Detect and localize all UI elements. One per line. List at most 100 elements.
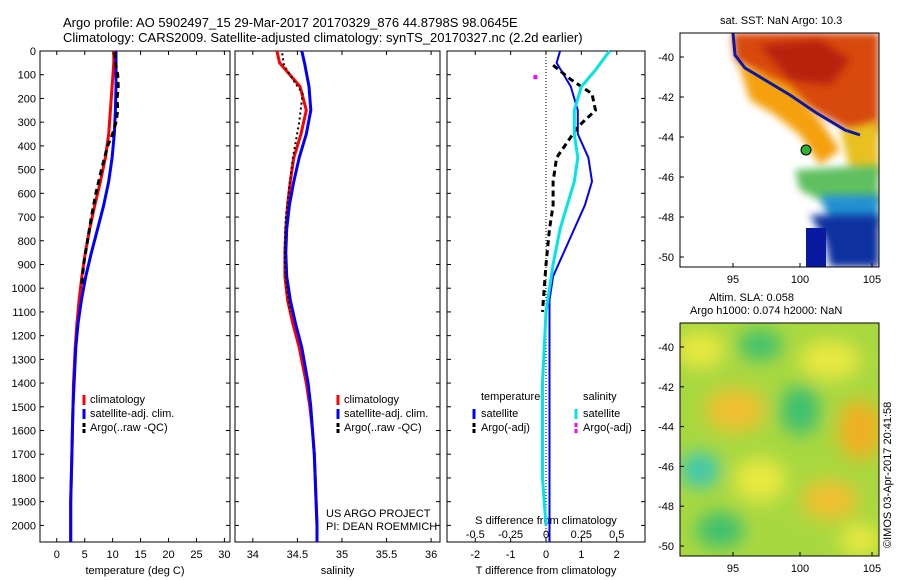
- lon-tick-label: 105: [863, 563, 881, 575]
- sst-panel-title: sat. SST: NaN Argo: 10.3: [720, 15, 842, 27]
- sla-map: [680, 323, 879, 556]
- lon-tick-label: 100: [791, 274, 809, 286]
- x-tick-label: 2: [614, 549, 620, 561]
- x-tick-label: 5: [82, 549, 88, 561]
- y-tick-label: 1400: [12, 378, 36, 390]
- lon-tick-label: 95: [727, 563, 739, 575]
- series-line: [541, 50, 611, 526]
- lat-tick-label: -44: [658, 132, 674, 144]
- lon-tick-label: 100: [791, 563, 809, 575]
- lat-tick-label: -48: [658, 501, 674, 513]
- x-tick-label: 20: [162, 549, 174, 561]
- y-tick-label: 200: [18, 93, 36, 105]
- x-tick-label: 0: [54, 549, 60, 561]
- lat-tick-label: -50: [658, 541, 674, 553]
- x-tick-label: 15: [134, 549, 146, 561]
- imos-credit: ©IMOS 03-Apr-2017 20:41:58: [882, 402, 894, 548]
- figure-title-line1: Argo profile: AO 5902497_15 29-Mar-2017 …: [63, 15, 518, 30]
- x-tick-label: 35: [336, 549, 348, 561]
- y-tick-label: 1700: [12, 449, 36, 461]
- y-tick-label: 1000: [12, 283, 36, 295]
- x-top-tick-label: -0.5: [466, 529, 485, 541]
- y-tick-label: 1200: [12, 331, 36, 343]
- x-tick-label: 34: [247, 549, 259, 561]
- x-tick-label: -2: [470, 549, 480, 561]
- x-tick-label: 1: [578, 549, 584, 561]
- y-tick-label: 900: [18, 259, 36, 271]
- y-tick-label: 1600: [12, 426, 36, 438]
- x-top-tick-label: 0: [543, 529, 549, 541]
- series-line: [79, 52, 120, 289]
- lat-tick-label: -50: [658, 252, 674, 264]
- lat-tick-label: -40: [658, 342, 674, 354]
- x-tick-label: 25: [190, 549, 202, 561]
- plot-frame: [234, 50, 441, 543]
- lat-tick-label: -48: [658, 212, 674, 224]
- y-tick-label: 800: [18, 236, 36, 248]
- x-tick-label: 30: [218, 549, 230, 561]
- x-top-tick-label: 0.25: [571, 529, 592, 541]
- x-tick-label: 10: [107, 549, 119, 561]
- legend-entry: Argo(-adj): [481, 422, 530, 434]
- lat-tick-label: -46: [658, 172, 674, 184]
- figure-title-line2: Climatology: CARS2009. Satellite-adjuste…: [63, 30, 583, 45]
- x-axis-label: T difference from climatology: [476, 565, 617, 577]
- lat-tick-label: -40: [658, 52, 674, 64]
- x-top-tick-label: 0.5: [609, 529, 624, 541]
- y-tick-label: 2000: [12, 520, 36, 532]
- project-note-line2: PI: DEAN ROEMMICH: [326, 521, 437, 533]
- y-tick-label: 1900: [12, 497, 36, 509]
- x-axis-label: temperature (deg C): [85, 565, 184, 577]
- x-tick-label: 36: [425, 549, 437, 561]
- y-tick-label: 1500: [12, 402, 36, 414]
- lat-tick-label: -46: [658, 461, 674, 473]
- y-tick-label: 0: [30, 46, 36, 58]
- lat-tick-label: -42: [658, 382, 674, 394]
- legend-entry: climatology: [344, 394, 400, 406]
- plot-frame: [39, 50, 231, 543]
- legend-entry: Argo(..raw -QC): [344, 422, 422, 434]
- lat-tick-label: -44: [658, 422, 674, 434]
- x-tick-label: 34.5: [287, 549, 308, 561]
- sst-map: [680, 33, 879, 267]
- y-tick-label: 700: [18, 212, 36, 224]
- legend-entry: climatology: [90, 394, 146, 406]
- y-tick-label: 300: [18, 117, 36, 129]
- x-axis-label: salinity: [321, 565, 355, 577]
- legend-entry: satellite: [481, 408, 518, 420]
- sst-map-frame: [679, 32, 880, 268]
- legend-entry: satellite-adj. clim.: [90, 408, 174, 420]
- x-tick-label: 35.5: [376, 549, 397, 561]
- sla-map-frame: [679, 322, 880, 557]
- sla-panel-title-line1: Altim. SLA: 0.058: [709, 292, 794, 304]
- legend-entry: satellite: [583, 408, 620, 420]
- x-tick-label: 0: [543, 549, 549, 561]
- y-tick-label: 1300: [12, 354, 36, 366]
- lon-tick-label: 95: [727, 274, 739, 286]
- project-note-line1: US ARGO PROJECT: [326, 508, 431, 520]
- series-line: [284, 50, 319, 542]
- legend-entry: satellite-adj. clim.: [344, 408, 428, 420]
- series-point: [533, 75, 538, 80]
- y-tick-label: 100: [18, 70, 36, 82]
- profile-panel-1: 0100200300400500600700800900100011001200…: [12, 46, 231, 577]
- series-line: [281, 53, 304, 313]
- legend-title-temperature: temperature: [481, 391, 540, 403]
- legend-title-salinity: salinity: [583, 391, 617, 403]
- y-tick-label: 1800: [12, 473, 36, 485]
- profile-panel-2: 34 34.5 35 35.5 36 salinity climatology satelli…: [234, 50, 441, 577]
- legend-entry: Argo(..raw -QC): [90, 422, 168, 434]
- x-top-tick-label: -0.25: [498, 529, 523, 541]
- legend-entry: Argo(-adj): [583, 422, 632, 434]
- lat-tick-label: -42: [658, 92, 674, 104]
- sla-panel-title-line2: Argo h1000: 0.074 h2000: NaN: [690, 305, 842, 317]
- x-tick-label: -1: [506, 549, 516, 561]
- y-tick-label: 400: [18, 141, 36, 153]
- lon-tick-label: 105: [863, 274, 881, 286]
- series-line: [541, 64, 597, 313]
- y-tick-label: 1100: [12, 307, 36, 319]
- series-line: [548, 50, 593, 542]
- y-tick-label: 500: [18, 165, 36, 177]
